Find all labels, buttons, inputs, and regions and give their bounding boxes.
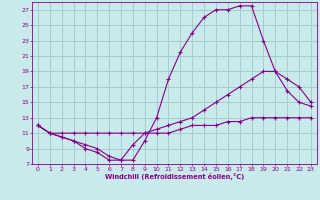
X-axis label: Windchill (Refroidissement éolien,°C): Windchill (Refroidissement éolien,°C) — [105, 173, 244, 180]
